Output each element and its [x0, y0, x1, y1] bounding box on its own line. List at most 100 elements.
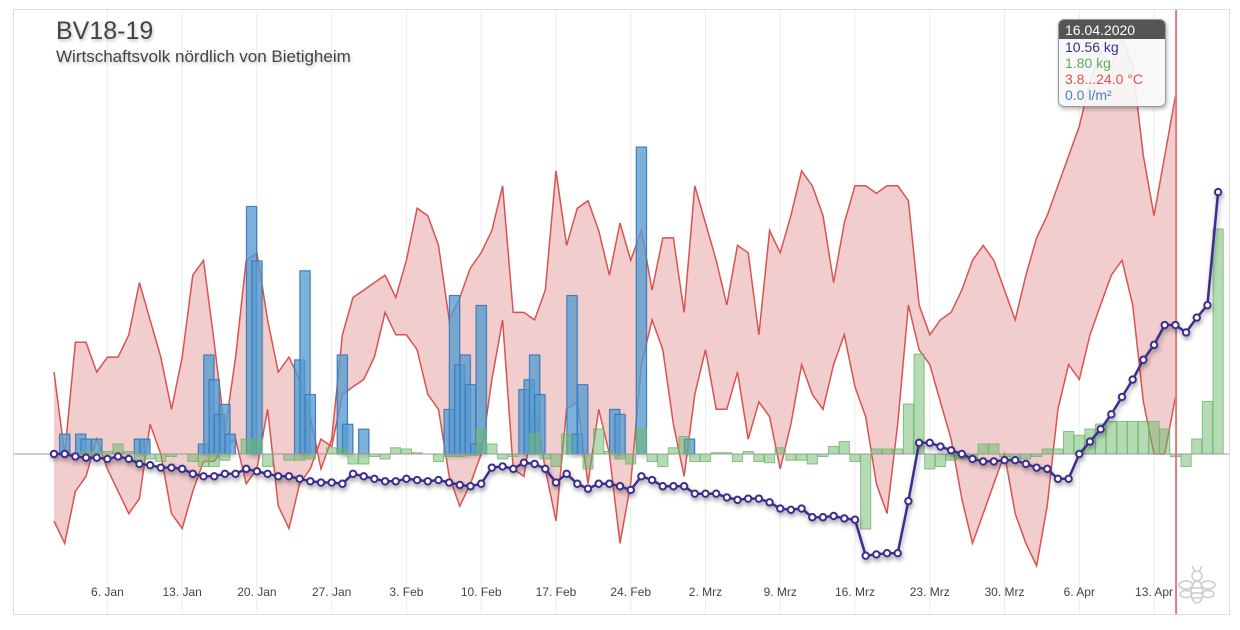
- delta-bar: [667, 447, 680, 455]
- weight-point: [402, 474, 411, 483]
- weight-point: [263, 469, 272, 479]
- weight-point: [434, 475, 443, 485]
- weight-point: [306, 477, 315, 486]
- weight-point: [989, 457, 999, 466]
- weight-point: [71, 452, 80, 461]
- weight-line-group: [49, 187, 1223, 560]
- delta-bar: [304, 453, 316, 460]
- delta-bar: [945, 453, 957, 461]
- weight-point: [1203, 301, 1212, 310]
- delta-bar: [561, 433, 573, 455]
- delta-bar: [924, 453, 936, 470]
- weight-point: [1000, 456, 1009, 465]
- weight-point: [370, 474, 379, 483]
- weight-point: [1075, 449, 1084, 459]
- weight-point: [316, 478, 326, 487]
- weight-point: [605, 479, 614, 488]
- weight-point: [103, 454, 112, 464]
- weight-point: [498, 462, 507, 471]
- delta-bar: [496, 453, 509, 460]
- weight-point: [327, 478, 336, 487]
- weight-point: [1192, 313, 1201, 322]
- weight-point: [1064, 474, 1073, 483]
- x-tick-label: 20. Jan: [237, 585, 276, 599]
- weight-point: [92, 453, 101, 462]
- delta-bar: [400, 448, 413, 455]
- temperature-min-line: [53, 258, 1177, 569]
- delta-bar: [785, 453, 797, 461]
- weight-point: [1160, 320, 1169, 330]
- delta-bar: [262, 453, 274, 467]
- weight-point: [957, 449, 966, 459]
- delta-bar: [283, 453, 295, 461]
- delta-bar: [582, 453, 594, 470]
- delta-bar: [187, 453, 199, 462]
- weight-point: [1021, 459, 1031, 469]
- weight-point: [573, 479, 582, 488]
- weight-point: [562, 469, 571, 479]
- weight-point: [1171, 320, 1180, 330]
- weight-point: [551, 478, 561, 487]
- delta-bar: [486, 443, 498, 455]
- weight-point: [444, 478, 454, 487]
- tooltip-temperature: 3.8...24.0 °C: [1065, 71, 1143, 87]
- delta-bar: [1116, 421, 1128, 455]
- delta-bar: [208, 453, 220, 467]
- delta-bar: [1020, 453, 1032, 460]
- delta-bar: [379, 453, 391, 460]
- delta-bar: [860, 453, 872, 530]
- delta-bar: [432, 453, 445, 462]
- weight-point: [914, 438, 924, 448]
- weight-point: [1128, 375, 1137, 384]
- x-tick-label: 6. Apr: [1064, 585, 1095, 599]
- weight-point: [968, 454, 977, 464]
- weight-point: [679, 482, 689, 491]
- x-tick-label: 24. Feb: [610, 585, 651, 599]
- weight-point: [647, 475, 657, 485]
- weight-point: [594, 479, 603, 488]
- x-tick-label: 6. Jan: [91, 585, 124, 599]
- delta-bar: [1191, 438, 1203, 455]
- weight-point: [49, 449, 59, 459]
- delta-bar: [133, 453, 146, 461]
- delta-bar: [475, 428, 487, 455]
- rain-bar: [224, 433, 236, 455]
- delta-bar: [1063, 431, 1075, 455]
- delta-bar: [977, 443, 989, 455]
- rain-bar: [139, 438, 151, 455]
- delta-bar: [1137, 421, 1149, 455]
- weight-point: [669, 482, 678, 491]
- x-tick-label: 2. Mrz: [689, 585, 722, 599]
- delta-bar: [1212, 228, 1224, 455]
- weight-point: [829, 511, 838, 521]
- delta-bar: [1052, 448, 1064, 455]
- delta-bar: [219, 453, 231, 461]
- rain-bar: [576, 384, 589, 455]
- weight-point: [765, 498, 774, 507]
- weight-point: [210, 472, 219, 481]
- delta-bar: [838, 441, 850, 455]
- delta-bar: [657, 453, 669, 467]
- weight-point: [177, 464, 187, 474]
- x-axis-tick-labels: 6. Jan 13. Jan 20. Jan 27. Jan 3. Feb 10. Feb…: [91, 585, 1173, 599]
- weight-point: [252, 467, 262, 476]
- rain-bar: [566, 295, 578, 455]
- weight-point: [840, 514, 849, 523]
- weight-point: [797, 504, 806, 513]
- x-tick-label: 13. Jan: [162, 585, 201, 599]
- weight-point: [711, 489, 721, 498]
- temperature-range-series: [53, 34, 1177, 569]
- delta-bar: [731, 453, 744, 462]
- delta-bar: [251, 438, 263, 455]
- weight-point: [284, 472, 294, 481]
- delta-bar: [849, 453, 861, 462]
- delta-bar: [614, 453, 626, 460]
- weight-point: [1085, 437, 1095, 446]
- weight-point: [412, 475, 422, 485]
- weight-point: [455, 480, 465, 490]
- delta-bar: [358, 453, 370, 465]
- delta-bar: [294, 453, 306, 461]
- x-tick-label: 17. Feb: [536, 585, 577, 599]
- weight-point: [658, 482, 667, 491]
